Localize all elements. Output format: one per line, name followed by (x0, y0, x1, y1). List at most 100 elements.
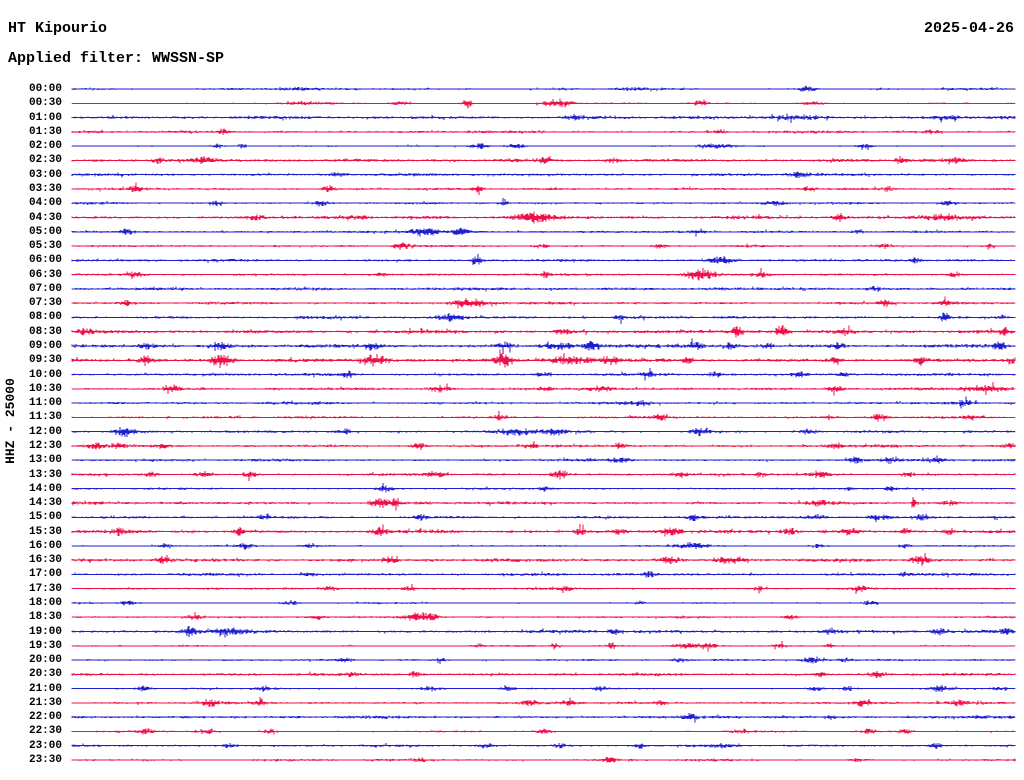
trace-row-18:30 (71, 611, 1016, 621)
time-label-12:30: 12:30 (28, 439, 62, 452)
time-label-20:30: 20:30 (28, 668, 62, 681)
time-label-13:00: 13:00 (28, 454, 62, 467)
time-label-01:00: 01:00 (28, 111, 62, 124)
time-label-16:00: 16:00 (28, 539, 62, 552)
trace-row-15:00 (71, 513, 1016, 522)
time-label-05:00: 05:00 (28, 225, 62, 238)
time-label-23:30: 23:30 (28, 754, 62, 766)
trace-row-17:30 (71, 584, 1016, 595)
time-label-06:30: 06:30 (28, 268, 62, 281)
time-label-10:00: 10:00 (28, 368, 62, 381)
trace-row-05:00 (71, 228, 1016, 237)
trace-row-09:30 (71, 349, 1016, 368)
time-label-15:00: 15:00 (28, 511, 62, 524)
time-label-15:30: 15:30 (28, 525, 62, 538)
trace-row-12:30 (71, 441, 1016, 450)
trace-row-00:30 (71, 98, 1016, 109)
time-label-07:00: 07:00 (28, 282, 62, 295)
time-label-18:00: 18:00 (28, 597, 62, 609)
trace-row-12:00 (71, 427, 1016, 438)
date-label: 2025-04-26 (923, 20, 1014, 37)
time-label-21:30: 21:30 (28, 696, 62, 709)
trace-row-20:00 (71, 656, 1016, 664)
time-label-14:00: 14:00 (28, 482, 62, 495)
time-label-01:30: 01:30 (28, 125, 62, 138)
time-label-11:00: 11:00 (28, 397, 62, 410)
time-label-10:30: 10:30 (28, 382, 62, 395)
trace-row-17:00 (71, 571, 1016, 578)
trace-row-10:30 (71, 382, 1016, 396)
time-label-06:00: 06:00 (28, 254, 62, 267)
time-label-08:30: 08:30 (28, 325, 62, 338)
trace-row-13:00 (71, 455, 1016, 464)
time-label-19:00: 19:00 (28, 625, 62, 638)
trace-row-19:00 (71, 625, 1016, 638)
trace-row-22:00 (71, 713, 1016, 723)
trace-row-11:00 (71, 396, 1016, 409)
filter-label: Applied filter: WWSSN-SP (8, 50, 225, 67)
time-label-03:30: 03:30 (28, 182, 62, 195)
time-label-03:00: 03:00 (28, 168, 62, 181)
trace-row-03:00 (71, 171, 1016, 179)
time-label-07:30: 07:30 (28, 297, 62, 310)
trace-row-20:30 (71, 670, 1016, 679)
trace-row-08:00 (71, 312, 1016, 324)
trace-row-16:30 (71, 552, 1016, 566)
time-label-08:00: 08:00 (28, 311, 62, 324)
station-title: HT Kipourio (8, 20, 108, 37)
trace-row-09:00 (71, 338, 1016, 355)
time-label-23:00: 23:00 (28, 739, 62, 752)
time-label-14:30: 14:30 (28, 497, 62, 509)
trace-row-07:30 (71, 296, 1016, 309)
trace-row-13:30 (71, 470, 1016, 481)
trace-row-06:30 (71, 267, 1016, 281)
time-label-05:30: 05:30 (28, 240, 62, 252)
time-label-21:00: 21:00 (28, 682, 62, 695)
time-label-22:00: 22:00 (28, 711, 62, 724)
trace-row-21:00 (71, 684, 1016, 693)
trace-row-18:00 (71, 600, 1016, 606)
time-label-11:30: 11:30 (28, 411, 62, 424)
trace-row-08:30 (71, 325, 1016, 338)
trace-row-15:30 (71, 524, 1016, 537)
time-label-04:00: 04:00 (28, 197, 62, 210)
trace-row-05:30 (71, 242, 1016, 250)
trace-row-01:30 (71, 128, 1016, 135)
trace-row-11:30 (71, 411, 1016, 422)
trace-row-21:30 (71, 697, 1016, 707)
time-label-18:30: 18:30 (28, 611, 62, 624)
time-label-16:30: 16:30 (28, 554, 62, 567)
time-label-20:00: 20:00 (28, 654, 62, 667)
trace-row-01:00 (71, 113, 1016, 123)
time-label-17:30: 17:30 (28, 582, 62, 595)
time-label-00:00: 00:00 (28, 83, 62, 95)
trace-row-16:00 (71, 541, 1016, 550)
trace-row-14:00 (71, 483, 1016, 493)
time-label-02:00: 02:00 (28, 140, 62, 153)
trace-row-06:00 (71, 253, 1016, 265)
trace-row-03:30 (71, 182, 1016, 195)
trace-row-04:00 (71, 198, 1016, 207)
trace-row-23:00 (71, 742, 1016, 749)
time-label-12:00: 12:00 (28, 425, 62, 438)
trace-row-23:30 (71, 757, 1016, 763)
trace-row-19:30 (71, 640, 1016, 652)
trace-row-10:00 (71, 367, 1016, 381)
time-label-13:30: 13:30 (28, 468, 62, 481)
time-label-02:30: 02:30 (28, 154, 62, 167)
time-label-00:30: 00:30 (28, 97, 62, 110)
trace-row-07:00 (71, 285, 1016, 292)
time-label-09:30: 09:30 (28, 354, 62, 367)
trace-row-02:00 (71, 143, 1016, 150)
trace-row-22:30 (71, 728, 1016, 735)
trace-row-14:30 (71, 497, 1016, 511)
time-label-19:30: 19:30 (28, 639, 62, 652)
trace-row-04:30 (71, 211, 1016, 224)
time-label-09:00: 09:00 (28, 340, 62, 352)
time-label-17:00: 17:00 (28, 568, 62, 581)
trace-row-00:00 (71, 85, 1016, 92)
time-label-22:30: 22:30 (28, 725, 62, 738)
trace-row-02:30 (71, 155, 1016, 165)
